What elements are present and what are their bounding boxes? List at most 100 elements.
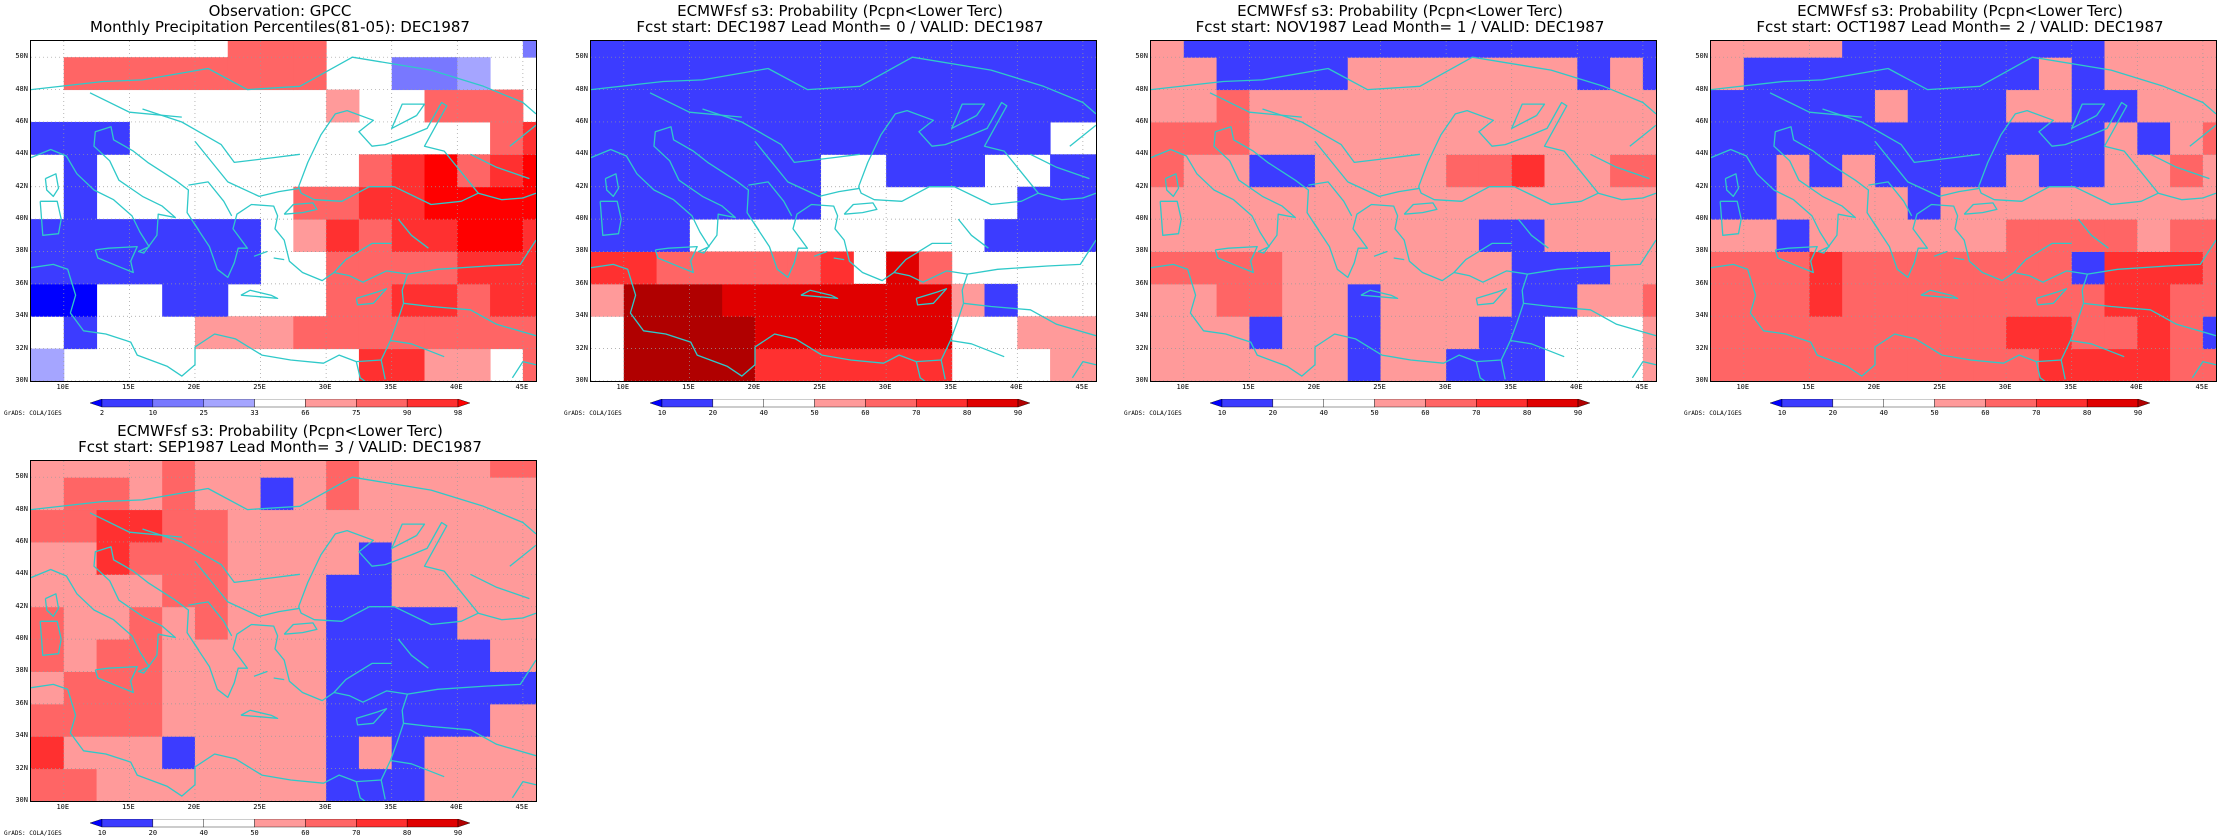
heatmap-cell [1776, 219, 1810, 252]
heatmap-cell [31, 703, 65, 737]
heatmap-cell [1050, 219, 1084, 252]
heatmap-cell [293, 57, 327, 91]
heatmap-cell [1082, 348, 1096, 381]
heatmap-cell [918, 348, 953, 381]
colorbar-label: 80 [1523, 409, 1531, 417]
heatmap-cell [1151, 283, 1185, 317]
heatmap-cell [63, 509, 98, 543]
heatmap-cell [787, 283, 822, 317]
lat-tick-label: 34N [575, 311, 588, 320]
colorbar-segment [1221, 399, 1274, 408]
heatmap-cell [227, 606, 262, 640]
heatmap-cell [194, 461, 229, 478]
heatmap-cell [2104, 348, 2138, 381]
lon-tick-label: 45E [515, 383, 529, 391]
heatmap-cell [820, 348, 854, 381]
colorbar-segment [661, 399, 714, 408]
heatmap-cell [787, 57, 822, 91]
heatmap-cell [1216, 219, 1250, 252]
coastline [407, 239, 536, 275]
heatmap-cell [31, 509, 65, 543]
heatmap-cell [1973, 41, 2007, 58]
heatmap-cell [951, 41, 985, 58]
lat-tick-label: 44N [15, 149, 28, 158]
coastline [188, 601, 233, 637]
heatmap-cell [1216, 89, 1250, 123]
heatmap-cell [2006, 251, 2040, 285]
coastline [1475, 288, 1508, 306]
colorbar-segment [406, 819, 459, 828]
coastline [1071, 360, 1096, 379]
heatmap-cell [1940, 57, 1974, 91]
map-plot [30, 40, 537, 382]
heatmap-cell [490, 606, 524, 640]
heatmap-cell [63, 316, 98, 350]
heatmap-cell [853, 316, 887, 350]
lat-tick-label: 30N [1695, 376, 1708, 384]
heatmap-cell [522, 251, 536, 285]
map-plot [1150, 40, 1657, 382]
coastline [397, 218, 429, 249]
heatmap-cell [1183, 251, 1218, 285]
colorbar-segment [1781, 399, 1834, 408]
heatmap-cell [2170, 89, 2204, 123]
lon-tick-label: 25E [1373, 383, 1386, 391]
coastline [1262, 108, 1420, 164]
coastline [403, 302, 536, 337]
coastline [1527, 239, 1656, 275]
heatmap-cell [1642, 154, 1656, 188]
colorbar-segment [1272, 399, 1324, 408]
heatmap-cell [227, 57, 262, 91]
heatmap-cell [293, 574, 327, 608]
heatmap-cell [1842, 283, 1876, 317]
heatmap-cell [96, 461, 130, 478]
lat-tick-label: 32N [1135, 343, 1148, 352]
heatmap-cell [1907, 41, 1942, 58]
heatmap-cell [1809, 121, 1843, 155]
coastline [2150, 153, 2210, 180]
coastline [1631, 360, 1656, 379]
heatmap-cell [1642, 186, 1656, 220]
heatmap-cell [260, 736, 294, 770]
heatmap-cell [918, 251, 953, 285]
lat-tick-label: 30N [15, 376, 28, 384]
heatmap-cell [2137, 186, 2171, 220]
heatmap-cell [227, 768, 262, 801]
heatmap-cell [656, 348, 690, 381]
colorbar-label: 70 [352, 829, 360, 837]
heatmap-cell [1446, 219, 1480, 252]
heatmap-cell [1380, 57, 1414, 91]
heatmap-cell [2202, 251, 2216, 285]
lat-tick-label: 38N [15, 666, 28, 675]
heatmap-cell [1776, 251, 1810, 285]
heatmap-cell [623, 121, 658, 155]
heatmap-cell [63, 768, 98, 801]
heatmap-cell [260, 41, 294, 58]
heatmap-cell [1610, 89, 1644, 123]
heatmap-cell [31, 121, 65, 155]
heatmap-cell [1809, 283, 1843, 317]
heatmap-cell [1446, 89, 1480, 123]
heatmap-cell [424, 316, 458, 350]
heatmap-cell [1874, 219, 1909, 252]
heatmap-cell [293, 639, 327, 672]
coastline [355, 288, 388, 306]
heatmap-cell [1151, 316, 1185, 350]
lat-tick-label: 48N [1135, 84, 1148, 93]
heatmap-cell [689, 89, 723, 123]
heatmap-cell [2006, 186, 2040, 220]
heatmap-cell [853, 89, 887, 123]
heatmap-cell [2038, 57, 2073, 91]
heatmap-cell [391, 574, 425, 608]
heatmap-cell [358, 348, 393, 381]
heatmap-cell [1151, 121, 1185, 155]
colorbar-segment [1832, 399, 1884, 408]
lat-tick-label: 40N [1135, 214, 1148, 223]
coastline [253, 250, 268, 257]
heatmap-cell [2006, 316, 2040, 350]
heatmap-cell [1413, 251, 1447, 285]
heatmap-cell [194, 57, 229, 91]
heatmap-cell [1907, 186, 1942, 220]
heatmap-cell [326, 186, 360, 220]
heatmap-cell [1809, 316, 1843, 350]
